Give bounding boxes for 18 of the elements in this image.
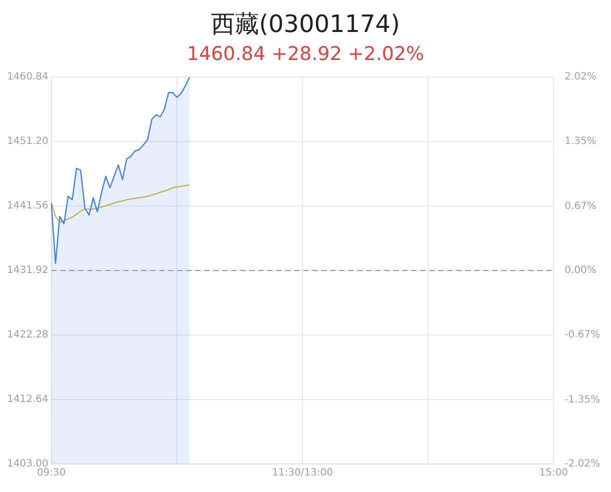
y-tick-label: 1412.64 (6, 394, 48, 406)
x-tick-label: 11:30/13:00 (272, 468, 333, 479)
chart-title: 西藏(03001174) (210, 9, 401, 40)
y-tick-label: 1431.92 (6, 265, 48, 276)
y2-tick-label: -0.67% (564, 329, 600, 340)
y2-tick-label: 2.02% (564, 72, 596, 83)
x-tick-label: 15:00 (539, 468, 568, 479)
y2-tick-label: 0.00% (564, 265, 596, 276)
y2-tick-label: -1.35% (564, 394, 600, 406)
y-tick-label: 1460.84 (6, 72, 48, 83)
chart-subtitle: 1460.84 +28.92 +2.02% (186, 42, 426, 67)
y2-tick-label: -2.02% (564, 458, 600, 470)
y2-tick-label: 0.67% (564, 200, 596, 212)
y-tick-label: 1451.20 (6, 136, 48, 148)
x-tick-label: 09:30 (36, 468, 66, 479)
y-tick-label: 1422.28 (6, 330, 48, 341)
y2-tick-label: 1.35% (564, 136, 596, 147)
y-tick-label: 1441.56 (6, 200, 48, 212)
